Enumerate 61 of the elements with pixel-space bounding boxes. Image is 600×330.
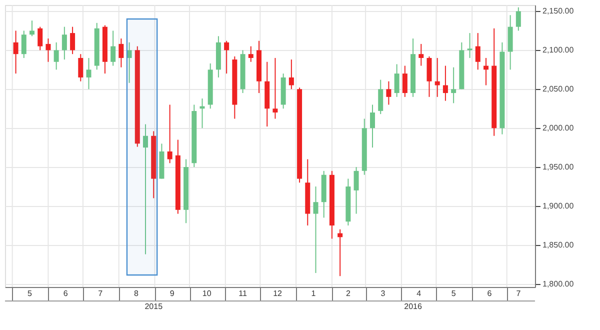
x-tick-label: 11 [238,289,248,298]
candlestick [46,38,51,62]
x-tick-label: 12 [273,289,283,298]
x-tick-label: 5 [27,289,32,298]
x2-tick-label: 2016 [404,302,422,311]
candlestick [394,64,400,98]
candlestick [70,26,76,55]
x-tick-label: 4 [416,289,422,298]
candlestick [402,65,408,98]
candlestick [78,54,84,82]
y-tick-label: 1,950.00 [542,162,574,172]
x-tick-label: 9 [170,289,175,298]
x-tick-label: 7 [98,289,104,298]
candlestick [30,20,35,37]
candlestick [516,6,521,32]
candlestick [370,104,375,148]
x-tick-label: 3 [380,289,386,298]
y-tick-label: 1,800.00 [542,279,574,288]
candlestick [467,32,472,58]
candlestick [483,57,488,86]
candlestick [13,30,18,74]
candlestick [224,40,230,74]
candlestick [313,186,318,274]
candlestick [426,56,432,98]
x-tick-label: 6 [63,289,68,298]
candlestick [143,124,148,255]
candlestick [126,42,132,84]
x2-tick-label: 2015 [144,302,164,311]
x-tick-label: 1 [311,289,316,298]
y-tick-label: 2,050.00 [542,84,574,94]
y-tick-label: 2,150.00 [542,6,574,16]
candlestick [288,59,294,90]
x-tick-label: 10 [202,289,212,298]
candlestick [167,104,172,164]
candlestick [475,32,480,70]
candlestick [378,79,384,115]
candlestick [386,80,392,106]
candlestick [110,30,116,66]
candlestick [62,26,67,60]
x-tick-label: 6 [487,289,492,298]
x-tick-label: 7 [516,289,522,298]
candlestick [248,46,254,62]
candlestick [118,38,124,68]
y-tick-label: 2,100.00 [542,46,574,55]
candlestick [38,26,43,51]
candlestick [434,57,440,98]
x-tick-label: 5 [451,289,456,298]
candlestick [21,30,26,58]
candlestick [86,57,92,90]
candlestick [418,43,424,66]
y-tick-label: 1,900.00 [542,201,574,210]
candlestick [354,166,359,214]
candlestick [272,57,278,120]
x-tick-label: 8 [134,289,140,298]
candlestick [338,228,343,277]
y-tick-label: 1,850.00 [542,240,574,250]
candlestick [54,42,59,70]
y-tick-label: 2,000.00 [542,124,574,133]
candlestick [451,66,456,104]
x-tick-label: 2 [346,289,351,298]
candlestick [442,65,448,102]
